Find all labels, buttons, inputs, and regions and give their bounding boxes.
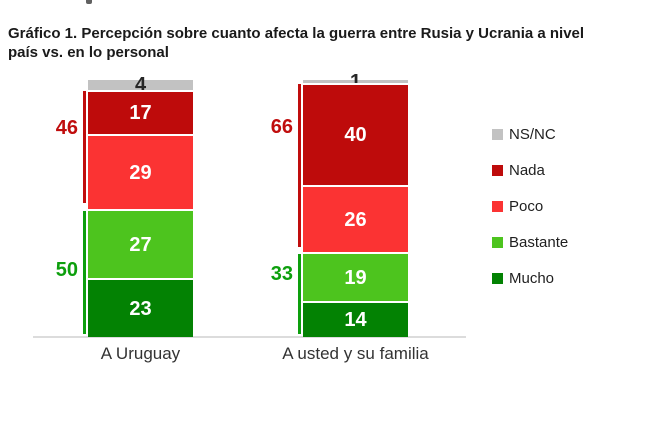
segment-nada-a-usted-y-su-familia: 40 (303, 83, 408, 185)
bracket-line-bastante-mucho-a-usted-y-su-familia (298, 254, 301, 334)
segment-mucho-a-uruguay: 23 (88, 278, 193, 337)
bracket-total-bastante-mucho-a-uruguay: 50 (55, 259, 78, 281)
legend-item-poco: Poco (492, 194, 568, 218)
legend-swatch-mucho (492, 272, 503, 284)
legend-item-nada: Nada (492, 158, 568, 182)
chart-title-line1: Gráfico 1. Percepción sobre cuanto afect… (8, 25, 585, 42)
legend-label-bastante: Bastante (509, 233, 569, 251)
legend-label-ns-nc: NS/NC (509, 125, 556, 143)
legend-item-mucho: Mucho (492, 266, 568, 290)
bracket-total-nada-poco-a-uruguay: 46 (55, 117, 78, 139)
bracket-total-bastante-mucho-a-usted-y-su-familia: 33 (270, 263, 293, 285)
chart-title: Gráfico 1. Percepción sobre cuanto afect… (8, 24, 648, 62)
category-label-a-uruguay: A Uruguay (100, 344, 181, 363)
legend-label-mucho: Mucho (509, 269, 555, 287)
segment-value-label: 40 (344, 124, 367, 146)
bar-column-a-usted-y-su-familia: 1 40 26 19 14 (303, 72, 408, 337)
legend-item-bastante: Bastante (492, 230, 568, 254)
segment-poco-a-uruguay: 29 (88, 134, 193, 209)
category-label-a-usted-y-su-familia: A usted y su familia (282, 344, 429, 363)
segment-bastante-a-usted-y-su-familia: 19 (303, 252, 408, 301)
legend-item-ns-nc: NS/NC (492, 122, 568, 146)
legend-swatch-poco (492, 200, 503, 212)
segment-value-label: 14 (344, 309, 367, 331)
chart-title-line2: país vs. en lo personal (8, 44, 169, 61)
crop-artifact-mark (86, 0, 92, 4)
bracket-line-nada-poco-a-uruguay (83, 91, 86, 204)
segment-bastante-a-uruguay: 27 (88, 209, 193, 278)
segment-value-label: 4 (134, 74, 147, 96)
segment-nada-a-uruguay: 17 (88, 90, 193, 134)
segment-ns-nc-a-usted-y-su-familia: 1 (303, 72, 408, 92)
segment-value-label: 1 (349, 70, 362, 93)
legend-swatch-bastante (492, 236, 503, 248)
segment-value-label: 23 (129, 297, 152, 320)
bracket-total-nada-poco-a-usted-y-su-familia: 66 (270, 116, 293, 138)
x-axis-baseline (33, 336, 466, 338)
bracket-line-nada-poco-a-usted-y-su-familia (298, 83, 301, 248)
segment-value-label: 17 (129, 102, 152, 124)
legend-swatch-ns-nc (492, 128, 503, 140)
legend-swatch-nada (492, 164, 503, 176)
legend-label-nada: Nada (509, 161, 545, 179)
segment-value-label: 27 (129, 233, 152, 256)
legend: NS/NC Nada Poco Bastante Mucho (492, 122, 568, 302)
segment-poco-a-usted-y-su-familia: 26 (303, 185, 408, 252)
bar-column-a-uruguay: 4 17 29 27 23 (88, 75, 193, 337)
legend-label-poco: Poco (509, 197, 544, 215)
segment-ns-nc-a-uruguay: 4 (88, 75, 193, 95)
segment-mucho-a-usted-y-su-familia: 14 (303, 301, 408, 337)
bracket-line-bastante-mucho-a-uruguay (83, 210, 86, 334)
segment-value-label: 19 (344, 266, 367, 289)
segment-value-label: 29 (129, 161, 152, 184)
segment-value-label: 26 (344, 208, 367, 231)
